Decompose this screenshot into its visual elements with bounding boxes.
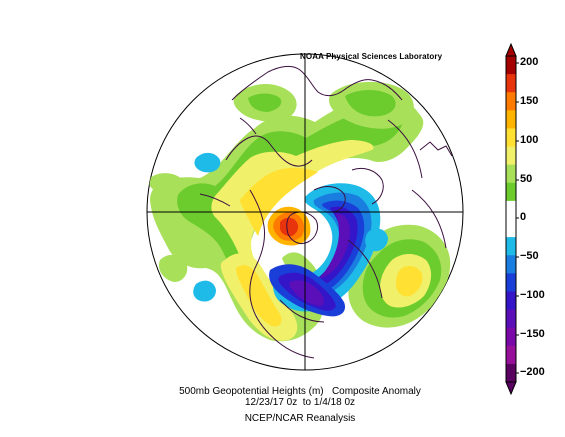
colorbar-segment	[506, 309, 516, 329]
negative-anomaly-regions	[193, 152, 388, 317]
caption-source: NCEP/NCAR Reanalysis	[244, 413, 356, 424]
colorbar-segment	[506, 237, 516, 256]
colorbar-segment	[506, 110, 516, 129]
coastlines	[199, 65, 453, 359]
colorbar-segment	[506, 327, 516, 347]
colorbar-segment	[506, 74, 516, 93]
anomaly-field	[147, 54, 463, 370]
colorbar-tick-label: 150	[520, 95, 539, 107]
colorbar-tick-label: −100	[520, 289, 545, 301]
colorbar-tick-label: 200	[520, 56, 539, 68]
colorbar-segment	[506, 219, 516, 238]
colorbar	[505, 42, 519, 396]
colorbar-segment	[506, 182, 516, 202]
colorbar-segment	[506, 200, 516, 220]
colorbar-top-arrow	[505, 42, 517, 57]
colorbar-bottom-arrow	[505, 381, 517, 396]
colorbar-tick-label: 0	[520, 211, 527, 223]
colorbar-frame	[505, 55, 517, 383]
colorbar-tick-label: 100	[520, 134, 539, 146]
colorbar-segment	[506, 56, 516, 75]
colorbar-tick-label: −150	[520, 328, 545, 340]
credit-label: NOAA Physical Sciences Laboratory	[300, 52, 443, 61]
colorbar-segment	[506, 92, 516, 111]
colorbar-segment	[506, 164, 516, 184]
caption-dates: 12/23/17 0z to 1/4/18 0z	[244, 397, 356, 408]
colorbar-segment	[506, 363, 516, 383]
graticule	[147, 54, 463, 370]
colorbar-tick-label: −50	[520, 250, 539, 262]
caption-title: 500mb Geopotential Heights (m) Composite…	[179, 386, 421, 397]
colorbar-segment	[506, 345, 516, 365]
colorbar-segment	[506, 128, 516, 148]
polar-disk	[146, 53, 464, 371]
colorbar-segment	[506, 255, 516, 274]
colorbar-tick-label: 50	[520, 173, 533, 185]
colorbar-segment	[506, 273, 516, 292]
colorbar-segment	[506, 146, 516, 166]
colorbar-tick-label: −200	[520, 366, 545, 378]
colorbar-segment	[506, 291, 516, 311]
